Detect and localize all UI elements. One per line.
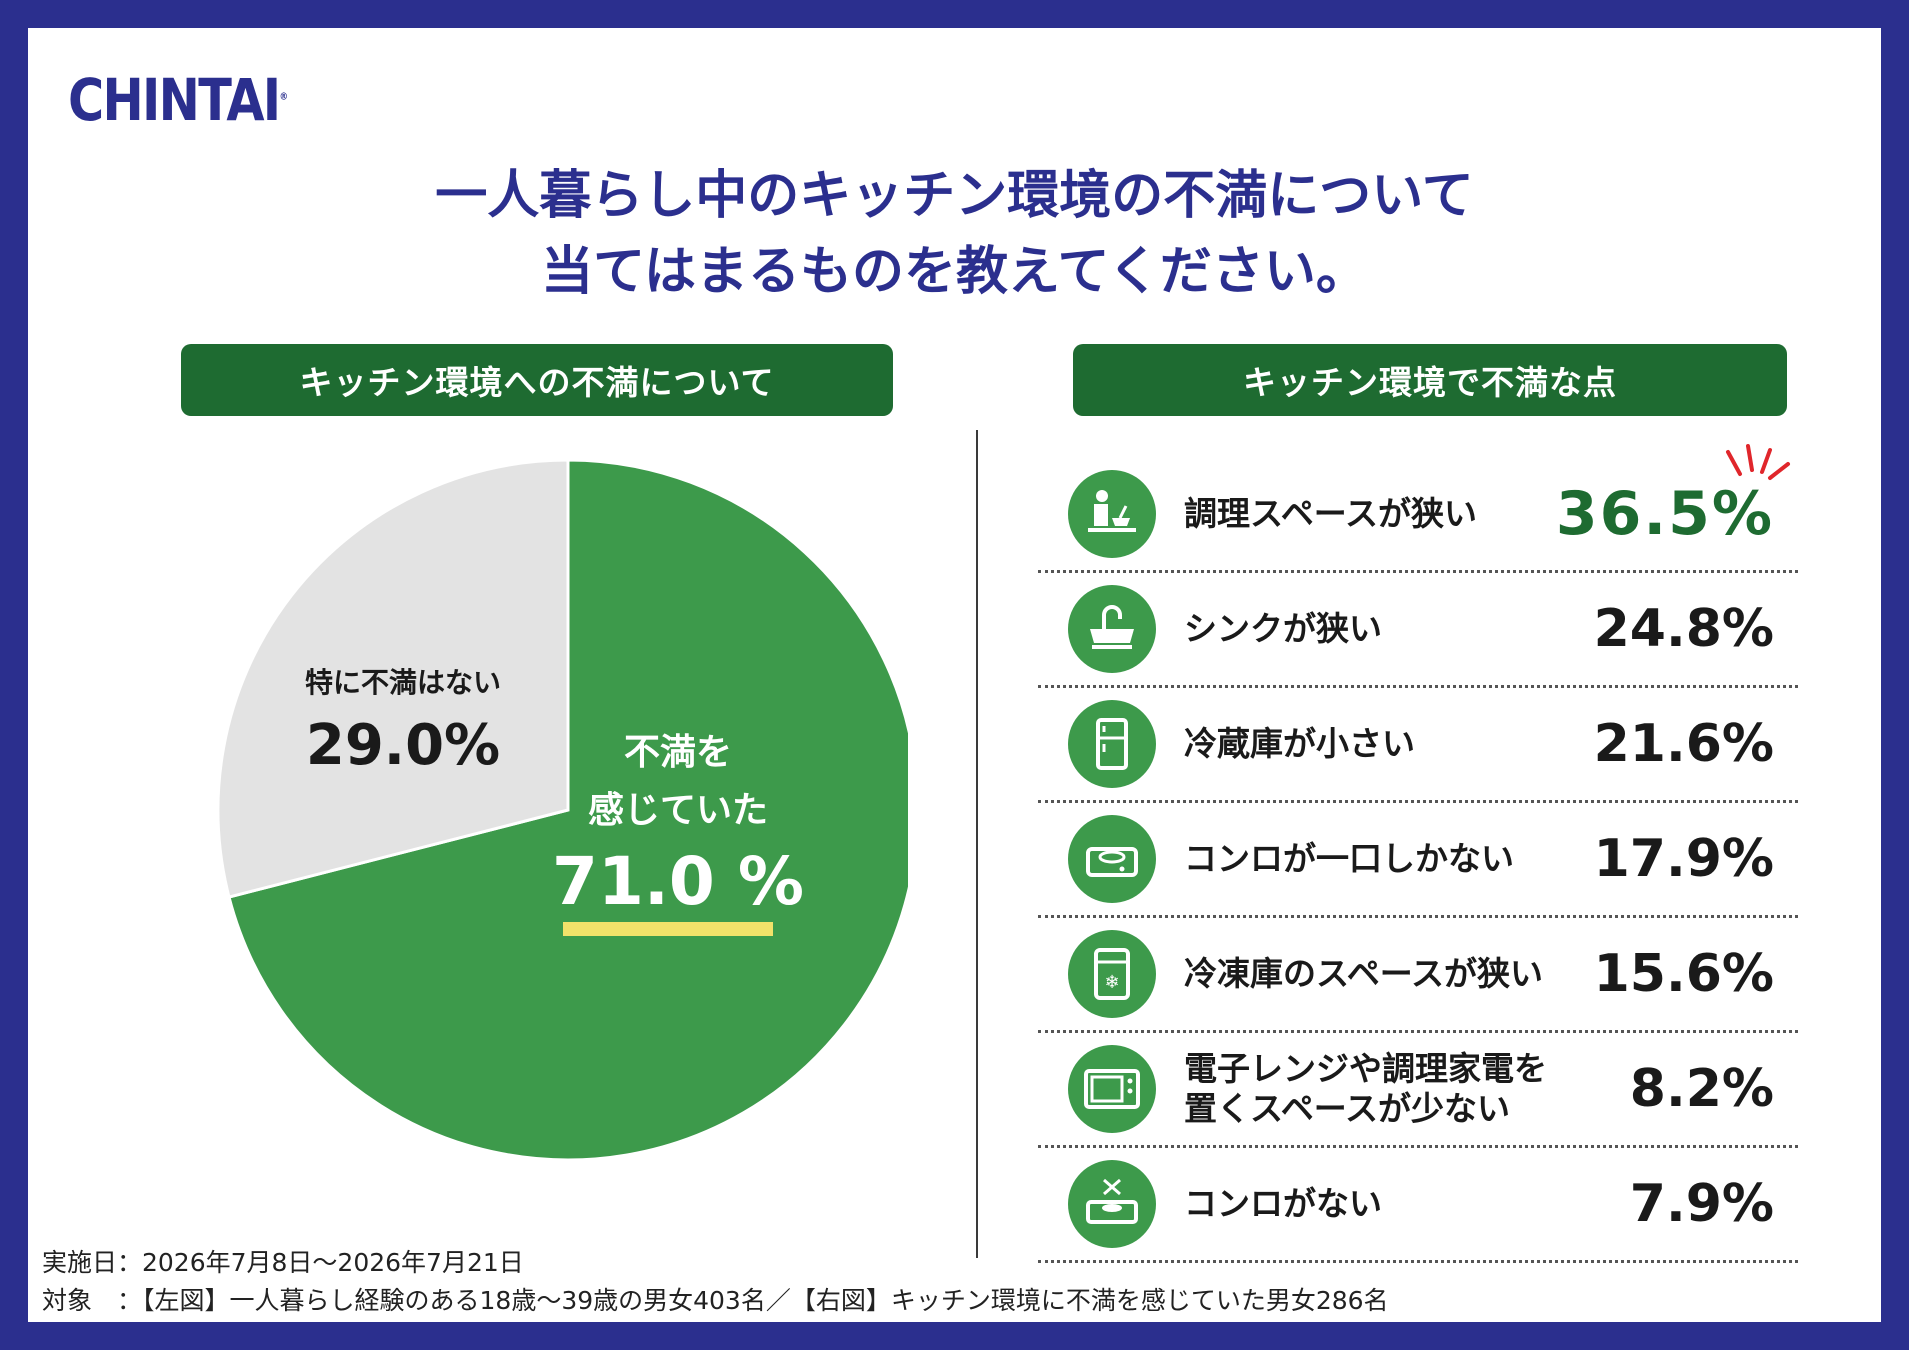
panel-divider	[976, 430, 978, 1258]
ranking-row: ❄ 冷凍庫のスペースが狭い 15.6%	[1038, 918, 1798, 1033]
ranking-row: シンクが狭い 24.8%	[1038, 573, 1798, 688]
chintai-logo: CHINTAI®	[68, 66, 288, 134]
emphasis-burst-icon	[1726, 444, 1790, 480]
pie-label-dissatisfied-line-0: 不満を	[624, 732, 732, 773]
pie-label-dissatisfied-line-1: 感じていた	[588, 790, 768, 831]
ranking-label: 冷凍庫のスペースが狭い	[1184, 954, 1544, 993]
ranking-row: 調理スペースが狭い 36.5%	[1038, 444, 1798, 573]
ranking-value: 7.9%	[1629, 1174, 1774, 1234]
refrigerator-icon	[1068, 700, 1156, 788]
ranking-value: 21.6%	[1593, 714, 1774, 774]
pie-label-satisfied: 特に不満はない	[305, 666, 501, 699]
freezer-icon: ❄	[1068, 930, 1156, 1018]
ranking-row: コンロがない 7.9%	[1038, 1148, 1798, 1263]
ranking-value: 36.5%	[1555, 479, 1774, 549]
survey-date: 実施日：2026年7月8日～2026年7月21日	[42, 1248, 524, 1277]
ranking-label: コンロが一口しかない	[1184, 839, 1514, 878]
cooking-person-icon	[1068, 470, 1156, 558]
value-underline	[563, 922, 773, 936]
ranking-value: 24.8%	[1593, 599, 1774, 659]
infographic-card: CHINTAI® 一人暮らし中のキッチン環境の不満について 当てはまるものを教え…	[28, 28, 1881, 1322]
ranking-value: 17.9%	[1593, 829, 1774, 889]
pie-value-satisfied: 29.0%	[306, 713, 500, 778]
microwave-icon	[1068, 1045, 1156, 1133]
pie-slice-1	[216, 458, 570, 899]
pie-chart: 不満を感じていた 71.0 % 特に不満はない 29.0%	[216, 458, 908, 1162]
ranking-label: シンクが狭い	[1184, 609, 1382, 648]
right-panel-heading: キッチン環境で不満な点	[1073, 344, 1787, 416]
ranking-label: 調理スペースが狭い	[1184, 494, 1478, 533]
ranking-value: 8.2%	[1629, 1059, 1774, 1119]
single-burner-stove-icon	[1068, 815, 1156, 903]
ranking-row: 電子レンジや調理家電を 置くスペースが少ない 8.2%	[1038, 1033, 1798, 1148]
left-panel-heading: キッチン環境への不満について	[181, 344, 893, 416]
survey-target: 対象 ：【左図】一人暮らし経験のある18歳～39歳の男女403名／【右図】キッチ…	[42, 1286, 1389, 1315]
ranking-list: 調理スペースが狭い 36.5% シンクが狭い 24.8% 冷蔵庫が小さい 21.6% コンロ…	[1038, 444, 1798, 1263]
survey-footnote: 実施日：2026年7月8日～2026年7月21日 対象 ：【左図】一人暮らし経験…	[42, 1244, 1389, 1320]
pie-value-dissatisfied: 71.0 %	[552, 843, 804, 920]
ranking-value: 15.6%	[1593, 944, 1774, 1004]
ranking-row: コンロが一口しかない 17.9%	[1038, 803, 1798, 918]
ranking-label: 冷蔵庫が小さい	[1184, 724, 1415, 763]
title-line-1: 一人暮らし中のキッチン環境の不満について	[435, 166, 1474, 226]
ranking-label: コンロがない	[1184, 1184, 1382, 1223]
no-stove-icon	[1068, 1160, 1156, 1248]
ranking-row: 冷蔵庫が小さい 21.6%	[1038, 688, 1798, 803]
page-title: 一人暮らし中のキッチン環境の不満について 当てはまるものを教えてください。	[28, 158, 1881, 310]
sink-icon	[1068, 585, 1156, 673]
title-line-2: 当てはまるものを教えてください。	[541, 242, 1368, 302]
svg-text:❄: ❄	[1104, 972, 1119, 993]
ranking-label: 電子レンジや調理家電を 置くスペースが少ない	[1184, 1049, 1547, 1128]
